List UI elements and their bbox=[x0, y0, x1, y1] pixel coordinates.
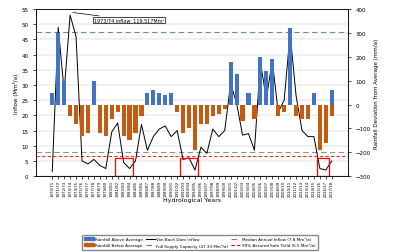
Bar bbox=[330, 91, 334, 105]
Y-axis label: Inflow (Mm³/a): Inflow (Mm³/a) bbox=[12, 73, 18, 113]
Bar bbox=[116, 105, 120, 112]
Bar bbox=[264, 72, 268, 105]
Bar bbox=[92, 81, 96, 105]
Bar bbox=[110, 105, 114, 119]
Bar bbox=[318, 105, 322, 150]
Bar bbox=[139, 105, 144, 117]
Bar bbox=[163, 96, 167, 105]
Bar bbox=[115, 158, 132, 176]
Bar bbox=[234, 74, 239, 105]
Bar bbox=[128, 105, 132, 141]
Bar bbox=[246, 93, 250, 105]
Bar bbox=[180, 158, 198, 176]
Bar bbox=[151, 91, 156, 105]
Y-axis label: Rainfall Deviation from Average (mm/a): Rainfall Deviation from Average (mm/a) bbox=[374, 38, 378, 148]
Bar bbox=[157, 93, 161, 105]
Bar bbox=[50, 93, 54, 105]
Bar bbox=[134, 105, 138, 134]
Bar bbox=[223, 105, 227, 110]
Bar bbox=[217, 105, 221, 115]
Legend: Rainfall Above Average, Rainfall Below Average, Von Bach Dam Inflow, Full Supply: Rainfall Above Average, Rainfall Below A… bbox=[82, 235, 318, 250]
Bar bbox=[56, 34, 60, 105]
Bar bbox=[211, 105, 215, 117]
Bar bbox=[104, 105, 108, 136]
Bar bbox=[199, 105, 203, 124]
Bar bbox=[240, 105, 245, 122]
Bar bbox=[252, 105, 256, 119]
Bar bbox=[294, 105, 298, 117]
X-axis label: Hydrological Years: Hydrological Years bbox=[163, 197, 221, 202]
Bar bbox=[62, 81, 66, 105]
Bar bbox=[270, 60, 274, 105]
Bar bbox=[205, 105, 209, 124]
Bar bbox=[80, 105, 84, 136]
Bar bbox=[324, 105, 328, 143]
Bar bbox=[282, 105, 286, 112]
Bar bbox=[330, 105, 334, 117]
Bar bbox=[317, 158, 329, 176]
Bar bbox=[175, 105, 179, 112]
Bar bbox=[276, 105, 280, 117]
Bar bbox=[193, 105, 197, 150]
Bar bbox=[181, 105, 185, 134]
Bar bbox=[122, 105, 126, 136]
Bar bbox=[86, 105, 90, 134]
Bar bbox=[98, 105, 102, 134]
Bar bbox=[74, 105, 78, 124]
Bar bbox=[68, 105, 72, 117]
Bar bbox=[288, 29, 292, 105]
Bar bbox=[169, 93, 173, 105]
Bar bbox=[300, 105, 304, 119]
Bar bbox=[187, 105, 191, 129]
Bar bbox=[306, 105, 310, 119]
Bar bbox=[145, 93, 150, 105]
Bar bbox=[228, 62, 233, 105]
Bar bbox=[312, 93, 316, 105]
Bar bbox=[258, 58, 262, 105]
Text: 1973/74 inflow: 119.517Mm³: 1973/74 inflow: 119.517Mm³ bbox=[73, 13, 164, 23]
